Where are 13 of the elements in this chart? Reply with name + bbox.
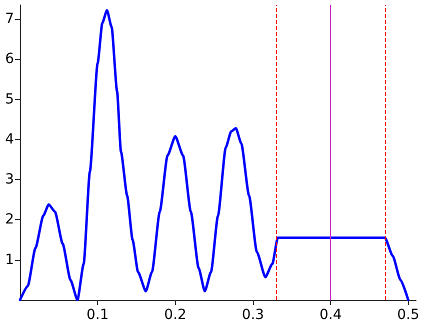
y-tick-label: 1 xyxy=(5,252,14,268)
y-tick-label: 7 xyxy=(5,11,14,28)
y-tick-label: 6 xyxy=(5,51,14,68)
y-tick-label: 5 xyxy=(5,91,14,108)
x-tick-label: 0.4 xyxy=(319,307,342,323)
x-tick-label: 0.5 xyxy=(397,307,420,323)
x-tick-label: 0.1 xyxy=(86,307,109,323)
x-tick-label: 0.3 xyxy=(242,307,264,323)
y-tick-label: 2 xyxy=(5,212,14,228)
x-tick-label: 0.2 xyxy=(164,307,186,323)
line-series xyxy=(18,8,410,302)
y-tick-label: 3 xyxy=(5,172,14,188)
y-tick-label: 4 xyxy=(5,131,14,148)
